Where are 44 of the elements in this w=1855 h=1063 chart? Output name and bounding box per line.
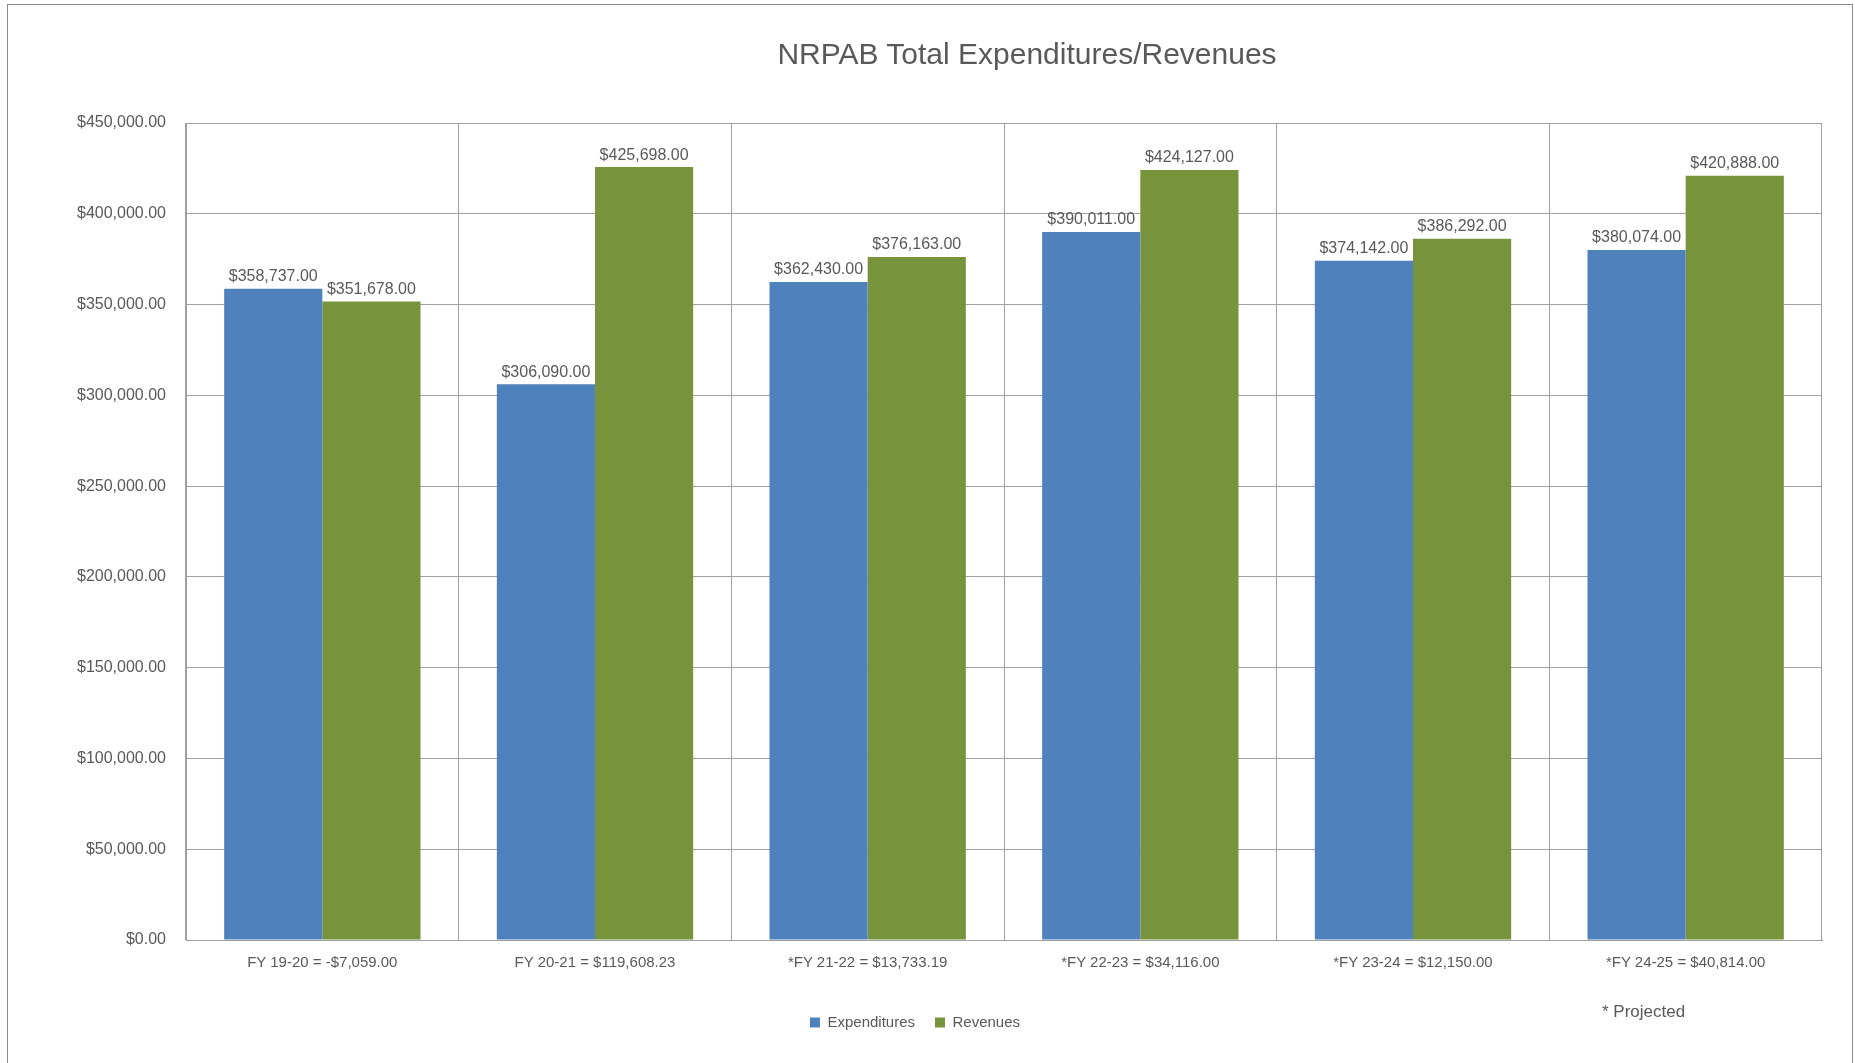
data-label: $380,074.00 — [1592, 228, 1682, 246]
x-tick-label: *FY 22-23 = $34,116.00 — [1061, 953, 1220, 971]
bar — [1314, 260, 1413, 940]
data-label: $424,127.00 — [1144, 148, 1234, 166]
bar — [867, 257, 966, 940]
x-tick-label: *FY 21-22 = $13,733.19 — [787, 953, 948, 971]
bar — [595, 167, 694, 940]
bar — [224, 288, 323, 940]
data-label: $374,142.00 — [1319, 239, 1409, 257]
y-tick-label: $400,000.00 — [77, 204, 167, 222]
y-tick-label: $450,000.00 — [77, 113, 167, 131]
bar — [1042, 231, 1141, 940]
x-tick-label: FY 20-21 = $119,608.23 — [514, 953, 676, 971]
text: * Projected — [1602, 1002, 1686, 1022]
data-label: $420,888.00 — [1690, 154, 1780, 172]
bar — [1413, 238, 1512, 940]
y-tick-label: $300,000.00 — [77, 385, 167, 403]
y-tick-label: $0.00 — [125, 930, 167, 948]
bar — [322, 301, 421, 940]
y-tick-label: $350,000.00 — [77, 294, 167, 312]
data-label: $306,090.00 — [501, 362, 591, 380]
bar — [1587, 249, 1686, 940]
data-label: $351,678.00 — [326, 279, 416, 297]
x-tick-label: FY 19-20 = -$7,059.00 — [247, 953, 398, 971]
bar — [496, 384, 595, 940]
x-tick-label: *FY 23-24 = $12,150.00 — [1333, 953, 1493, 971]
chart-title: NRPAB Total Expenditures/Revenues — [777, 37, 1277, 70]
data-label: $386,292.00 — [1417, 217, 1507, 235]
legend-label: Revenues — [952, 1012, 1021, 1030]
data-label: $425,698.00 — [599, 145, 689, 163]
data-label: $390,011.00 — [1047, 210, 1136, 228]
bar — [769, 281, 868, 940]
data-label: $362,430.00 — [774, 260, 864, 278]
bar — [1685, 175, 1784, 940]
legend-label: Expenditures — [827, 1012, 916, 1030]
y-tick-label: $50,000.00 — [85, 839, 167, 857]
y-tick-label: $250,000.00 — [77, 476, 167, 494]
x-tick-label: *FY 24-25 = $40,814.00 — [1605, 953, 1766, 971]
data-label: $358,737.00 — [228, 267, 318, 285]
bar — [1140, 169, 1239, 940]
data-label: $376,163.00 — [872, 235, 962, 253]
y-tick-label: $200,000.00 — [77, 567, 167, 585]
y-tick-label: $100,000.00 — [77, 748, 167, 766]
y-tick-label: $150,000.00 — [77, 658, 167, 676]
